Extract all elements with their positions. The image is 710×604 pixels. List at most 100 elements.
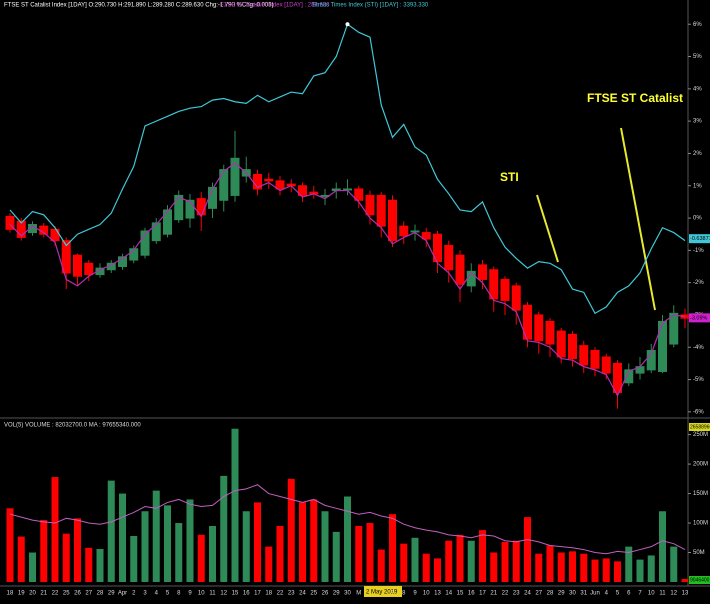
value-badge <box>689 234 710 244</box>
x-tick-label: 22 <box>277 591 284 597</box>
header-text: FTSE ST Catalist Index [1DAY] : 289.630 <box>220 3 330 9</box>
volume-bar <box>141 511 149 582</box>
volume-bar <box>265 546 273 582</box>
candle-body <box>5 215 15 230</box>
volume-bar <box>546 545 554 582</box>
x-tick-label: 7 <box>638 591 642 597</box>
candle-body <box>455 254 465 285</box>
x-tick-label: 10 <box>423 591 430 597</box>
volume-bar <box>479 530 486 582</box>
candle-body <box>534 314 544 342</box>
volume-title: VOL(5) VOLUME : 82032700.0 MA : 97655340… <box>4 423 141 429</box>
x-tick-label: 17 <box>479 591 486 597</box>
volume-bar <box>40 520 48 582</box>
x-tick-label: 3 <box>143 591 147 597</box>
volume-bar <box>512 540 520 582</box>
header-text: FTSE ST Catalist Index [1DAY] O:290.730 … <box>4 3 274 9</box>
cursor-date: 2 May 2019 <box>366 590 398 596</box>
volume-bar <box>400 543 408 582</box>
x-tick-label: 11 <box>659 591 666 597</box>
candle-body <box>73 254 82 277</box>
value-badge <box>689 576 710 584</box>
y-tick-label: 200M <box>693 462 708 468</box>
volume-bar <box>569 551 576 582</box>
x-tick-label: 12 <box>670 591 677 597</box>
cursor-date-box <box>364 586 402 597</box>
y-tick-label: -5% <box>693 377 704 383</box>
value-badge-label: -3.09% <box>690 315 708 321</box>
volume-bar <box>186 499 194 582</box>
volume-bar <box>209 525 216 582</box>
x-tick-label: 2 <box>132 591 136 597</box>
candle-body <box>219 169 229 201</box>
x-tick-label: 25 <box>63 591 70 597</box>
candle-body <box>613 362 622 393</box>
volume-bar <box>366 523 374 582</box>
candle-body <box>444 245 454 271</box>
volume-bar <box>254 502 261 582</box>
candle-body <box>84 262 94 276</box>
value-badge-label: -0.63877 <box>690 236 710 242</box>
candle-body <box>624 369 634 384</box>
volume-bar <box>636 559 644 582</box>
candle-body <box>61 240 71 274</box>
value-badge <box>689 313 710 323</box>
x-tick-label: 13 <box>682 591 689 597</box>
candle-body <box>489 269 499 300</box>
candle-body <box>590 349 600 369</box>
volume-bar <box>299 502 306 582</box>
annotation: FTSE ST Catalist <box>587 91 683 105</box>
x-tick-label: 9 <box>413 591 417 597</box>
volume-bar <box>445 540 453 582</box>
volume-bar <box>231 428 239 582</box>
volume-bar <box>96 548 104 582</box>
x-tick-label: 21 <box>490 591 497 597</box>
volume-bar <box>670 546 678 582</box>
volume-bar <box>501 541 509 582</box>
x-tick-label: 8 <box>402 591 406 597</box>
x-tick-label: 10 <box>198 591 205 597</box>
volume-bar <box>6 508 14 582</box>
volume-bar <box>524 517 531 582</box>
y-tick-label: -2% <box>693 280 704 286</box>
y-tick-label: 6% <box>693 22 702 28</box>
y-tick-label: 4% <box>693 86 702 92</box>
y-tick-label: 50M <box>693 550 705 556</box>
x-tick-label: 10 <box>648 591 655 597</box>
x-tick-label: 15 <box>457 591 464 597</box>
x-tick-label: 26 <box>74 591 81 597</box>
x-tick-label: 28 <box>97 591 104 597</box>
volume-bar <box>580 553 588 582</box>
x-tick-label: 24 <box>524 591 531 597</box>
volume-bar <box>625 546 633 582</box>
x-tick-label: 25 <box>310 591 317 597</box>
y-tick-label: 1% <box>693 183 702 189</box>
x-tick-label: 30 <box>569 591 576 597</box>
x-tick-label: 13 <box>434 591 441 597</box>
volume-bar <box>681 579 689 582</box>
candle-body <box>545 320 555 345</box>
x-tick-label: 16 <box>243 591 250 597</box>
x-tick-label: 29 <box>333 591 340 597</box>
x-tick-label: 16 <box>468 591 475 597</box>
x-tick-label: 27 <box>535 591 542 597</box>
x-tick-label: 26 <box>322 591 329 597</box>
line-series <box>9 162 686 398</box>
y-tick-label: 250M <box>693 432 708 438</box>
volume-bar <box>164 505 171 582</box>
candle-body <box>421 232 431 240</box>
y-tick-label: 150M <box>693 491 708 497</box>
volume-bar <box>535 553 543 582</box>
candle-body <box>579 345 589 366</box>
candle-body <box>174 194 184 221</box>
candle-body <box>163 209 172 235</box>
volume-bar <box>490 552 498 582</box>
y-tick-label: 3% <box>693 119 702 125</box>
volume-bar <box>107 480 115 582</box>
candle-body <box>151 222 161 242</box>
volume-bar <box>422 553 430 582</box>
annotation: STI <box>500 170 519 184</box>
candle-body <box>16 220 26 238</box>
